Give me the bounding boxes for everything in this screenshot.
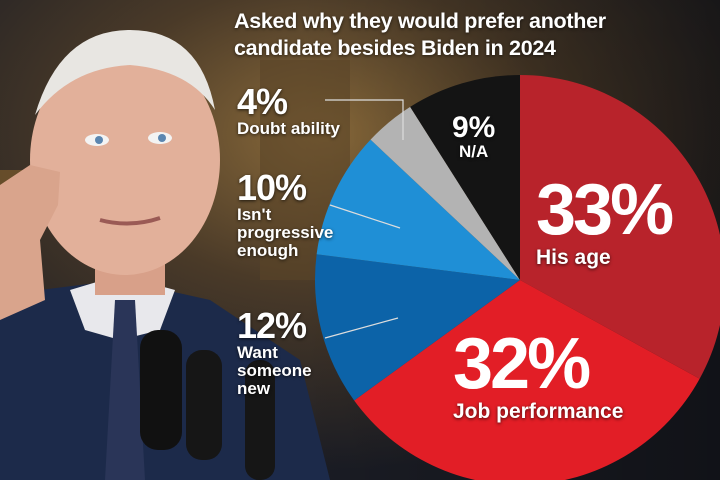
pie-slice-n-a: [410, 75, 520, 280]
caption-job-performance: Job performance: [453, 400, 624, 423]
caption-new-3: new: [237, 379, 271, 398]
caption-his-age: His age: [536, 246, 611, 269]
caption-progressive-3: enough: [237, 241, 299, 260]
value-want-someone-new: 12%: [237, 305, 307, 346]
value-na: 9%: [452, 111, 496, 144]
pie-slice-want-someone-new: [315, 254, 520, 401]
caption-new-1: Want: [237, 343, 278, 362]
label-want-someone-new: 12% Want someone new: [237, 308, 312, 398]
label-na: 9% N/A: [452, 113, 495, 161]
caption-doubt-ability: Doubt ability: [237, 119, 340, 138]
caption-progressive-2: progressive: [237, 223, 334, 242]
caption-progressive-1: Isn't: [237, 205, 272, 224]
label-job-performance: 32% Job performance: [453, 328, 623, 424]
leader-line-doubt: [325, 99, 404, 140]
value-his-age: 33%: [536, 170, 674, 250]
pie-slices: [315, 75, 720, 480]
title-line-2: candidate besides Biden in 2024: [234, 36, 556, 60]
pie-slice-doubt-ability: [370, 106, 520, 280]
value-job-performance: 32%: [453, 324, 591, 404]
label-doubt-ability: 4% Doubt ability: [237, 84, 340, 138]
chart-title: Asked why they would prefer another cand…: [234, 8, 714, 62]
pie-slice-job-performance: [354, 280, 700, 480]
title-line-1: Asked why they would prefer another: [234, 9, 606, 33]
label-his-age: 33% His age: [536, 170, 674, 270]
pie-slice-isn-t-progressive-enough: [316, 139, 520, 280]
label-progressive: 10% Isn't progressive enough: [237, 170, 333, 260]
pie-slice-his-age: [520, 75, 720, 379]
value-progressive: 10%: [237, 167, 307, 208]
leader-line-new: [324, 317, 399, 339]
leader-lines: [324, 99, 404, 339]
caption-new-2: someone: [237, 361, 312, 380]
value-doubt-ability: 4%: [237, 81, 288, 122]
caption-na: N/A: [459, 142, 489, 161]
leader-line-progressive: [329, 204, 401, 229]
